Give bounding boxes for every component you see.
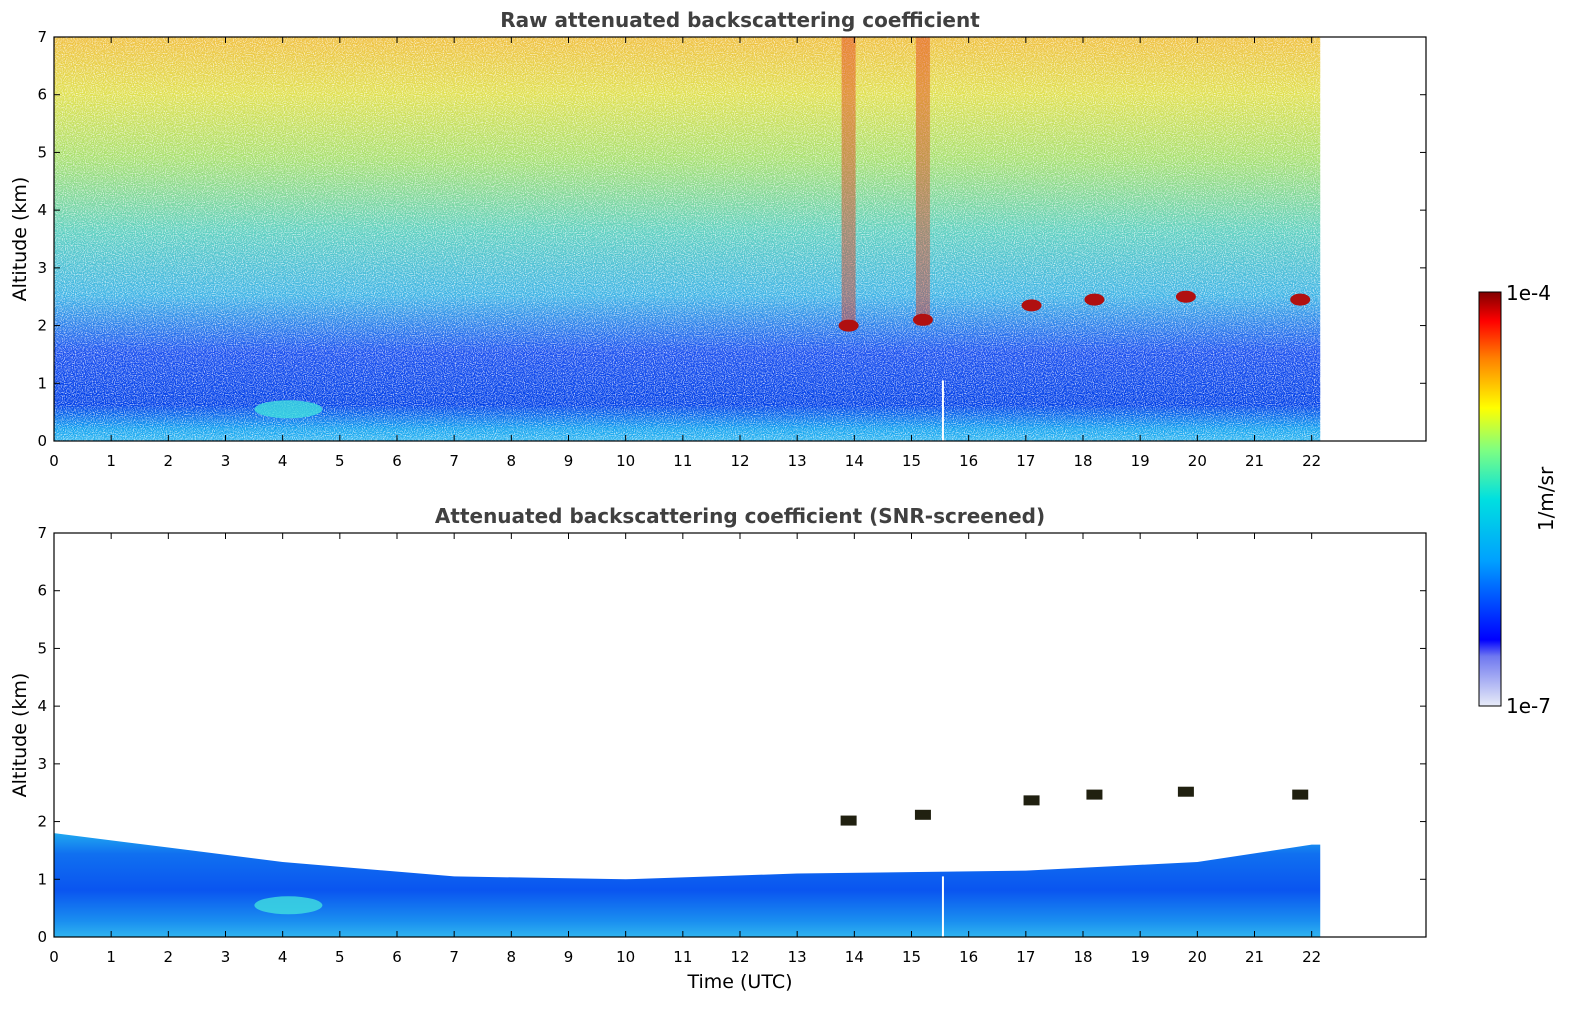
y-tick-label: 1 — [37, 870, 47, 888]
panel-screened-title: Attenuated backscattering coefficient (S… — [435, 504, 1045, 528]
cloud-return — [838, 319, 859, 332]
x-tick-label: 7 — [449, 948, 459, 966]
x-tick-label: 19 — [1131, 452, 1150, 470]
aerosol-plume — [254, 896, 323, 915]
cloud-return — [1177, 786, 1194, 797]
x-tick-label: 2 — [164, 452, 174, 470]
screened-y-axis-label: Altitude (km) — [9, 673, 31, 798]
x-tick-label: 5 — [335, 948, 345, 966]
x-tick-label: 5 — [335, 452, 345, 470]
colorbar-gradient — [1478, 291, 1502, 707]
x-tick-label: 9 — [564, 452, 574, 470]
cloud-return — [1021, 299, 1042, 312]
y-tick-label: 7 — [37, 28, 47, 46]
x-tick-label: 10 — [616, 452, 635, 470]
x-tick-label: 15 — [902, 948, 921, 966]
precip-streak — [915, 37, 930, 326]
x-tick-label: 6 — [392, 948, 402, 966]
y-tick-label: 1 — [37, 374, 47, 392]
y-tick-label: 3 — [37, 259, 47, 277]
cloud-return — [912, 313, 933, 326]
boundary-layer-field — [54, 833, 1321, 937]
x-tick-label: 10 — [616, 948, 635, 966]
cloud-return — [1292, 789, 1309, 800]
x-tick-label: 6 — [392, 452, 402, 470]
x-tick-label: 20 — [1188, 948, 1207, 966]
x-tick-label: 22 — [1302, 948, 1321, 966]
x-tick-label: 22 — [1302, 452, 1321, 470]
aerosol-plume — [254, 400, 323, 419]
cloud-return — [840, 815, 857, 826]
x-tick-label: 16 — [959, 452, 978, 470]
x-tick-label: 15 — [902, 452, 921, 470]
x-tick-label: 4 — [278, 452, 288, 470]
x-tick-label: 17 — [1016, 452, 1035, 470]
y-tick-label: 4 — [37, 697, 47, 715]
x-tick-label: 8 — [507, 452, 517, 470]
raw-y-axis: 0 1 2 3 4 5 6 7 — [37, 28, 1426, 450]
x-tick-label: 21 — [1245, 948, 1264, 966]
y-tick-label: 6 — [37, 582, 47, 600]
y-tick-label: 2 — [37, 317, 47, 335]
x-tick-label: 13 — [788, 948, 807, 966]
y-tick-label: 0 — [37, 928, 47, 946]
x-tick-label: 0 — [49, 948, 59, 966]
cloud-return — [1086, 789, 1103, 800]
speckle-noise — [54, 37, 1321, 441]
x-tick-label: 13 — [788, 452, 807, 470]
x-tick-label: 8 — [507, 948, 517, 966]
screened-x-axis-label: Time (UTC) — [686, 971, 792, 993]
x-tick-label: 2 — [164, 948, 174, 966]
panel-screened: Attenuated backscattering coefficient (S… — [9, 504, 1427, 993]
screened-y-axis: 0 1 2 3 4 5 6 7 — [37, 524, 1426, 946]
y-tick-label: 3 — [37, 755, 47, 773]
cloud-return — [1290, 293, 1311, 306]
x-tick-label: 1 — [106, 948, 116, 966]
raw-backscatter-image — [54, 37, 1321, 441]
x-tick-label: 16 — [959, 948, 978, 966]
y-tick-label: 7 — [37, 524, 47, 542]
x-tick-label: 7 — [449, 452, 459, 470]
cloud-return — [1175, 290, 1196, 303]
x-tick-label: 14 — [845, 452, 864, 470]
x-tick-label: 0 — [49, 452, 59, 470]
y-tick-label: 6 — [37, 86, 47, 104]
screened-x-axis: 0 1 2 3 4 5 6 7 8 9 10 11 12 13 14 15 16 17 18 19 20 21 22 — [49, 533, 1321, 966]
x-tick-label: 3 — [221, 948, 231, 966]
colorbar-unit-label: 1/m/sr — [1534, 466, 1558, 531]
cloud-return — [914, 809, 931, 820]
y-tick-label: 0 — [37, 432, 47, 450]
raw-y-axis-label: Altitude (km) — [9, 177, 31, 302]
x-tick-label: 19 — [1131, 948, 1150, 966]
x-tick-label: 21 — [1245, 452, 1264, 470]
precip-streak — [841, 37, 856, 326]
x-tick-label: 4 — [278, 948, 288, 966]
panel-raw: Raw attenuated backscattering coefficien… — [9, 8, 1427, 470]
x-tick-label: 17 — [1016, 948, 1035, 966]
raw-x-axis: 0 1 2 3 4 5 6 7 8 9 10 11 12 13 14 15 16 17 18 19 20 21 22 — [49, 37, 1321, 470]
x-tick-label: 18 — [1073, 948, 1092, 966]
x-tick-label: 11 — [673, 948, 692, 966]
x-tick-label: 12 — [730, 948, 749, 966]
x-tick-label: 14 — [845, 948, 864, 966]
y-tick-label: 5 — [37, 143, 47, 161]
colorbar: 1e-4 1e-7 1/m/sr — [1478, 281, 1558, 718]
x-tick-label: 18 — [1073, 452, 1092, 470]
y-tick-label: 5 — [37, 639, 47, 657]
y-tick-label: 2 — [37, 813, 47, 831]
colorbar-min-label: 1e-7 — [1506, 694, 1551, 718]
x-tick-label: 1 — [106, 452, 116, 470]
y-tick-label: 4 — [37, 201, 47, 219]
x-tick-label: 3 — [221, 452, 231, 470]
x-tick-label: 9 — [564, 948, 574, 966]
x-tick-label: 20 — [1188, 452, 1207, 470]
x-tick-label: 11 — [673, 452, 692, 470]
panel-raw-title: Raw attenuated backscattering coefficien… — [500, 8, 980, 32]
x-tick-label: 12 — [730, 452, 749, 470]
screened-backscatter-image — [54, 786, 1321, 937]
cloud-return — [1084, 293, 1105, 306]
cloud-return — [1023, 795, 1040, 806]
colorbar-max-label: 1e-4 — [1506, 281, 1551, 305]
